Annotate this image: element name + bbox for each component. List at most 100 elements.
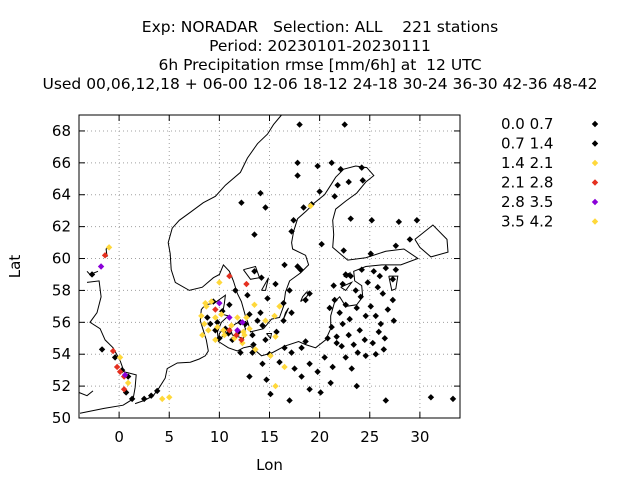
data-point-series-1 xyxy=(207,320,214,328)
data-point-series-0 xyxy=(331,193,338,200)
data-point-series-0 xyxy=(389,276,397,283)
data-point-series-2 xyxy=(201,320,208,328)
data-point-series-0 xyxy=(392,266,400,273)
data-point-series-0 xyxy=(329,363,336,371)
data-point-series-0 xyxy=(314,162,321,170)
data-point-series-2 xyxy=(124,379,132,387)
data-point-series-0 xyxy=(317,389,324,396)
data-point-series-0 xyxy=(341,121,348,128)
data-point-series-0 xyxy=(406,236,414,243)
data-point-series-0 xyxy=(237,349,244,356)
data-point-series-0 xyxy=(259,322,266,329)
data-point-series-0 xyxy=(257,189,264,197)
data-point-series-0 xyxy=(345,178,352,186)
data-point-series-1 xyxy=(98,346,106,353)
data-point-series-1 xyxy=(204,314,211,321)
data-point-series-0 xyxy=(357,293,364,300)
data-point-series-0 xyxy=(254,317,261,324)
data-point-series-0 xyxy=(296,121,303,128)
data-point-series-0 xyxy=(342,301,349,308)
data-point-series-4 xyxy=(239,319,246,326)
data-point-series-2 xyxy=(216,279,223,286)
data-point-series-0 xyxy=(364,279,371,286)
data-point-series-3 xyxy=(113,363,121,371)
data-point-series-0 xyxy=(286,287,293,294)
data-point-series-0 xyxy=(238,199,245,206)
legend-marker xyxy=(591,198,599,206)
data-point-series-0 xyxy=(251,268,258,275)
data-point-series-0 xyxy=(88,271,96,278)
data-point-series-5 xyxy=(212,336,219,344)
x-tick-label: 10 xyxy=(210,428,229,446)
data-point-series-2 xyxy=(218,311,225,318)
data-point-series-0 xyxy=(369,339,376,347)
data-point-series-0 xyxy=(381,335,389,342)
y-tick-label: 52 xyxy=(52,377,71,395)
data-point-series-0 xyxy=(306,360,313,367)
coastline xyxy=(266,333,273,340)
data-point-series-0 xyxy=(128,395,136,403)
data-point-series-2 xyxy=(208,298,215,305)
data-point-series-0 xyxy=(294,159,301,167)
data-point-series-0 xyxy=(374,284,381,291)
coastline xyxy=(79,280,137,414)
data-point-series-2 xyxy=(243,314,250,321)
data-point-series-0 xyxy=(348,365,355,372)
x-tick-label: 15 xyxy=(260,428,279,446)
data-point-series-0 xyxy=(358,266,365,273)
data-point-series-2 xyxy=(307,202,314,210)
data-point-series-3 xyxy=(109,347,117,355)
data-point-series-0 xyxy=(258,274,265,281)
data-point-series-0 xyxy=(288,228,295,235)
data-point-series-0 xyxy=(389,296,397,304)
data-point-series-0 xyxy=(257,309,264,316)
x-axis-label: Lon xyxy=(256,456,283,474)
data-point-series-0 xyxy=(347,272,354,280)
data-point-series-0 xyxy=(392,242,400,249)
data-point-series-0 xyxy=(380,346,387,353)
data-point-series-0 xyxy=(339,320,346,328)
data-point-series-0 xyxy=(251,231,258,238)
data-point-series-0 xyxy=(359,177,366,184)
y-tick-label: 64 xyxy=(52,186,71,204)
legend-marker xyxy=(591,120,599,128)
data-point-series-0 xyxy=(346,315,353,323)
data-point-series-0 xyxy=(361,336,368,344)
y-tick-label: 54 xyxy=(52,345,71,363)
data-point-series-0 xyxy=(314,368,321,375)
data-point-series-3 xyxy=(226,327,233,334)
data-point-series-0 xyxy=(214,319,221,326)
data-point-series-0 xyxy=(288,309,295,316)
legend-label: 0.7 1.4 xyxy=(501,135,553,153)
legend-marker xyxy=(591,140,599,147)
data-point-series-0 xyxy=(273,328,280,336)
data-point-series-3 xyxy=(101,252,109,259)
data-point-series-0 xyxy=(306,290,313,297)
data-point-series-0 xyxy=(352,287,359,294)
data-point-series-0 xyxy=(376,272,383,280)
data-point-series-0 xyxy=(336,309,343,316)
data-point-series-0 xyxy=(333,339,340,347)
coastline xyxy=(414,224,449,258)
data-point-series-0 xyxy=(379,290,386,297)
plot-frame xyxy=(78,114,461,419)
data-point-series-0 xyxy=(356,327,363,334)
data-point-series-1 xyxy=(244,292,251,299)
data-point-series-4 xyxy=(216,299,223,307)
data-point-series-0 xyxy=(294,172,301,179)
data-point-series-2 xyxy=(272,382,279,390)
y-tick-label: 66 xyxy=(52,154,71,172)
data-point-series-0 xyxy=(382,264,390,272)
data-point-series-0 xyxy=(427,394,435,401)
data-point-series-0 xyxy=(250,341,257,348)
data-point-series-3 xyxy=(116,368,124,375)
data-point-series-2 xyxy=(159,395,166,403)
x-tick-label: 30 xyxy=(410,428,429,446)
data-point-series-1 xyxy=(219,307,226,315)
data-point-series-0 xyxy=(280,299,287,307)
data-point-series-1 xyxy=(111,354,119,361)
data-point-series-0 xyxy=(290,217,297,224)
y-tick-label: 62 xyxy=(52,218,71,236)
data-point-series-2 xyxy=(251,301,258,308)
